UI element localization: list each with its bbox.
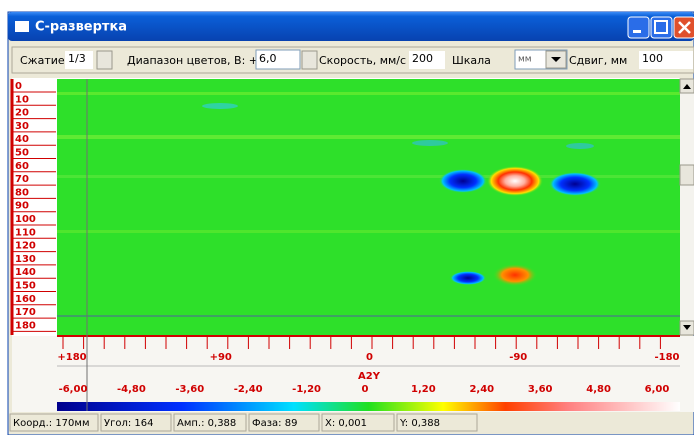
scan-blob (493, 264, 537, 286)
depth-label: 0 (15, 81, 22, 92)
shift-value: 100 (642, 52, 663, 65)
color-scale-label: -3,60 (175, 384, 204, 395)
lower-panel (12, 336, 694, 412)
color-scale-label: -2,40 (234, 384, 263, 395)
scale-label: Шкала (452, 54, 491, 67)
depth-label: 110 (15, 227, 36, 238)
c-scan-image (57, 79, 680, 335)
depth-label: 140 (15, 267, 36, 278)
color-scale-label: -6,00 (59, 384, 88, 395)
angle-label: +180 (57, 352, 86, 363)
scan-band (57, 230, 680, 233)
compression-label: Сжатие (20, 54, 65, 67)
depth-label: 170 (15, 307, 36, 318)
status-text: Амп.: 0,388 (177, 418, 236, 429)
depth-label: 10 (15, 94, 29, 105)
color-range-label: Диапазон цветов, В: +/- (127, 54, 266, 67)
angle-label: +90 (210, 352, 232, 363)
color-scale-label: 0 (362, 384, 369, 395)
scan-band (57, 92, 680, 95)
depth-label: 80 (15, 187, 29, 198)
window: С-развертка Сжатие 1/3 Диапазон цветов, … (0, 0, 694, 435)
scan-blob (202, 103, 238, 109)
status-text: Угол: 164 (104, 418, 154, 429)
scale-value: мм (518, 55, 532, 65)
color-scale-label: -1,20 (292, 384, 321, 395)
status-text: Коорд.: 170мм (13, 418, 90, 429)
depth-label: 120 (15, 241, 36, 252)
color-scale-label: 3,60 (528, 384, 553, 395)
scan-background (57, 79, 680, 335)
color-range-spinner[interactable] (302, 51, 317, 69)
status-text: Y: 0,388 (399, 418, 440, 429)
scrollbar[interactable] (680, 79, 694, 335)
app-icon (15, 21, 29, 32)
angle-label: 0 (366, 352, 373, 363)
compression-spinner[interactable] (97, 51, 112, 69)
compression-value: 1/3 (68, 52, 86, 65)
status-text: X: 0,001 (325, 418, 367, 429)
depth-label: 70 (15, 174, 29, 185)
depth-label: 20 (15, 108, 29, 119)
depth-label: 60 (15, 161, 29, 172)
depth-label: 100 (15, 214, 36, 225)
window-title: С-развертка (35, 20, 127, 35)
scan-blob (566, 143, 594, 149)
color-scale-label: 6,00 (645, 384, 670, 395)
depth-label: 90 (15, 201, 29, 212)
color-range-value: 6,0 (259, 52, 277, 65)
depth-label: 150 (15, 281, 36, 292)
depth-label: 40 (15, 134, 29, 145)
color-scale-label: 4,80 (586, 384, 611, 395)
color-scale-label: 1,20 (411, 384, 436, 395)
scroll-thumb[interactable] (680, 165, 694, 185)
angle-label: -90 (509, 352, 527, 363)
minimize-icon (633, 30, 641, 33)
status-text: Фаза: 89 (252, 418, 297, 429)
color-bar (57, 402, 680, 411)
angle-label: -180 (654, 352, 679, 363)
scan-blob (450, 271, 486, 285)
channel-label: A2Y (358, 371, 381, 382)
depth-label: 30 (15, 121, 29, 132)
minimize-button[interactable] (628, 17, 649, 38)
depth-label: 160 (15, 294, 36, 305)
scan-blob (439, 169, 487, 193)
color-scale-label: 2,40 (469, 384, 494, 395)
scan-blob (412, 140, 448, 146)
shift-label: Сдвиг, мм (569, 54, 627, 67)
scan-blob (487, 166, 543, 196)
speed-label: Скорость, мм/с (319, 54, 406, 67)
depth-label: 180 (15, 320, 36, 331)
scan-band (57, 135, 680, 139)
depth-label: 50 (15, 148, 29, 159)
depth-label: 130 (15, 254, 36, 265)
speed-value: 200 (412, 52, 433, 65)
scan-blob (549, 172, 601, 196)
color-scale-label: -4,80 (117, 384, 146, 395)
